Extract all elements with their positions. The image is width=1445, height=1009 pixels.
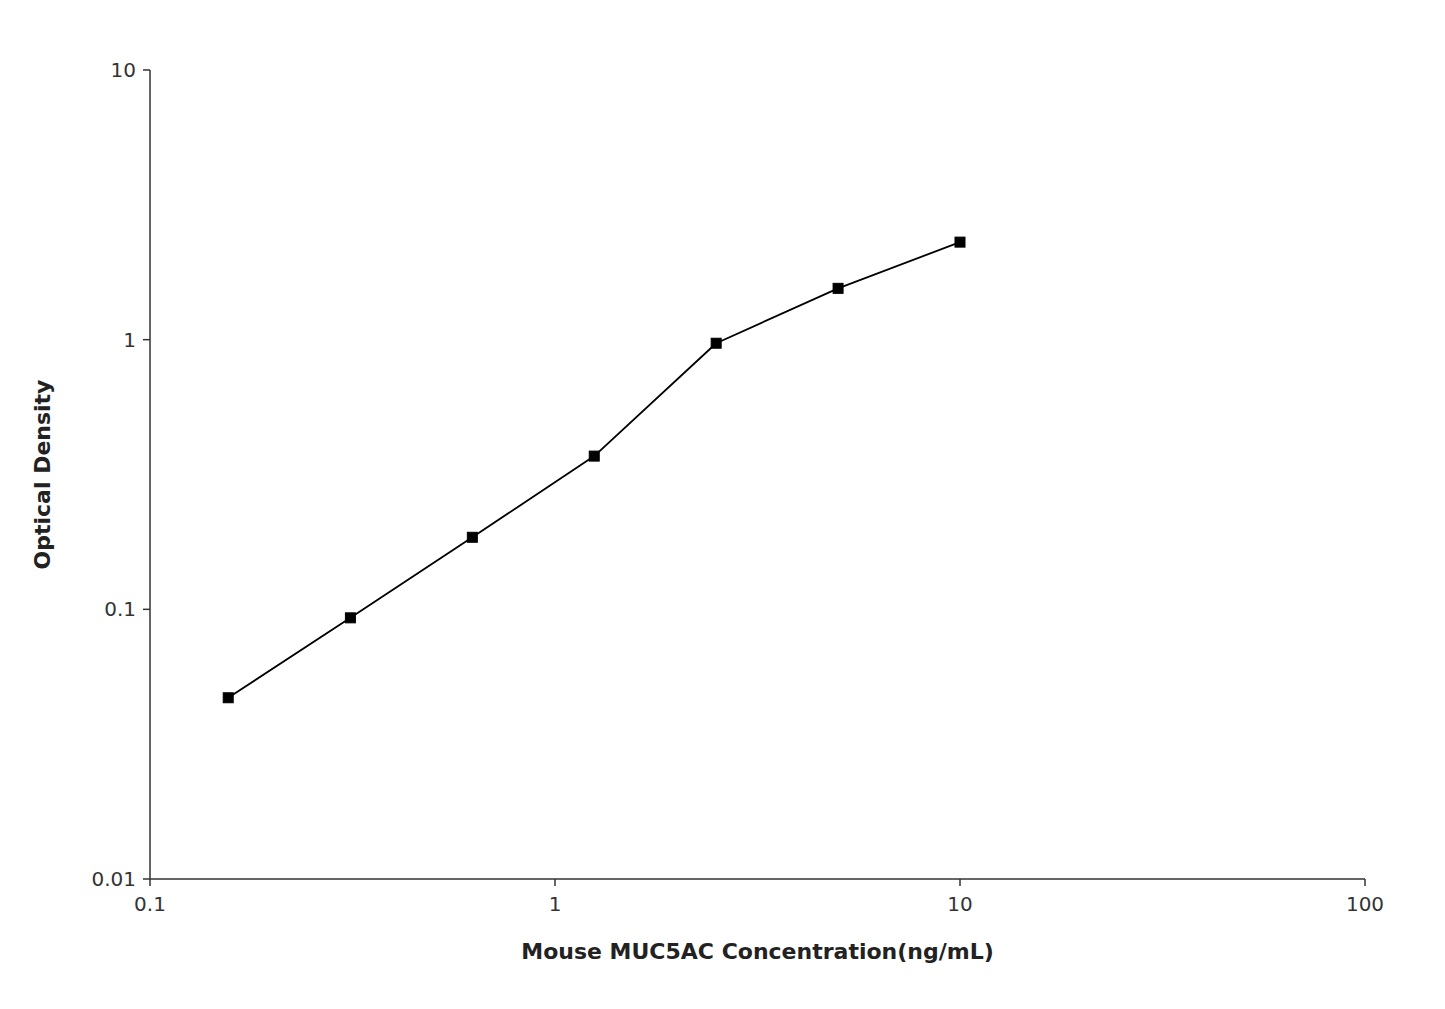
y-tick [143, 339, 150, 341]
x-tick [554, 879, 556, 886]
y-axis-line [149, 70, 151, 879]
x-tick [149, 879, 151, 886]
x-tick-label: 1 [549, 892, 562, 916]
x-axis-line [150, 878, 1365, 880]
series-line [228, 242, 960, 698]
x-axis-label: Mouse MUC5AC Concentration(ng/mL) [521, 939, 993, 964]
data-point [467, 532, 477, 542]
y-tick [143, 69, 150, 71]
x-tick [1364, 879, 1366, 886]
x-tick-label: 0.1 [134, 892, 166, 916]
y-tick-label: 1 [123, 328, 136, 352]
data-point [955, 237, 965, 247]
y-axis-label: Optical Density [30, 380, 55, 570]
data-point [833, 283, 843, 293]
x-tick [959, 879, 961, 886]
data-point [589, 451, 599, 461]
data-point [711, 338, 721, 348]
y-tick-label: 0.01 [91, 867, 136, 891]
y-tick-label: 0.1 [104, 597, 136, 621]
chart-svg: 0.11101000.010.1110Mouse MUC5AC Concentr… [0, 0, 1445, 1009]
y-tick-label: 10 [111, 58, 136, 82]
y-tick [143, 609, 150, 611]
y-tick [143, 878, 150, 880]
data-point [345, 613, 355, 623]
chart-container: 0.11101000.010.1110Mouse MUC5AC Concentr… [0, 0, 1445, 1009]
data-point [223, 693, 233, 703]
plot-data [223, 237, 965, 703]
x-tick-label: 100 [1346, 892, 1384, 916]
axes: 0.11101000.010.1110 [91, 58, 1384, 916]
x-tick-label: 10 [947, 892, 972, 916]
